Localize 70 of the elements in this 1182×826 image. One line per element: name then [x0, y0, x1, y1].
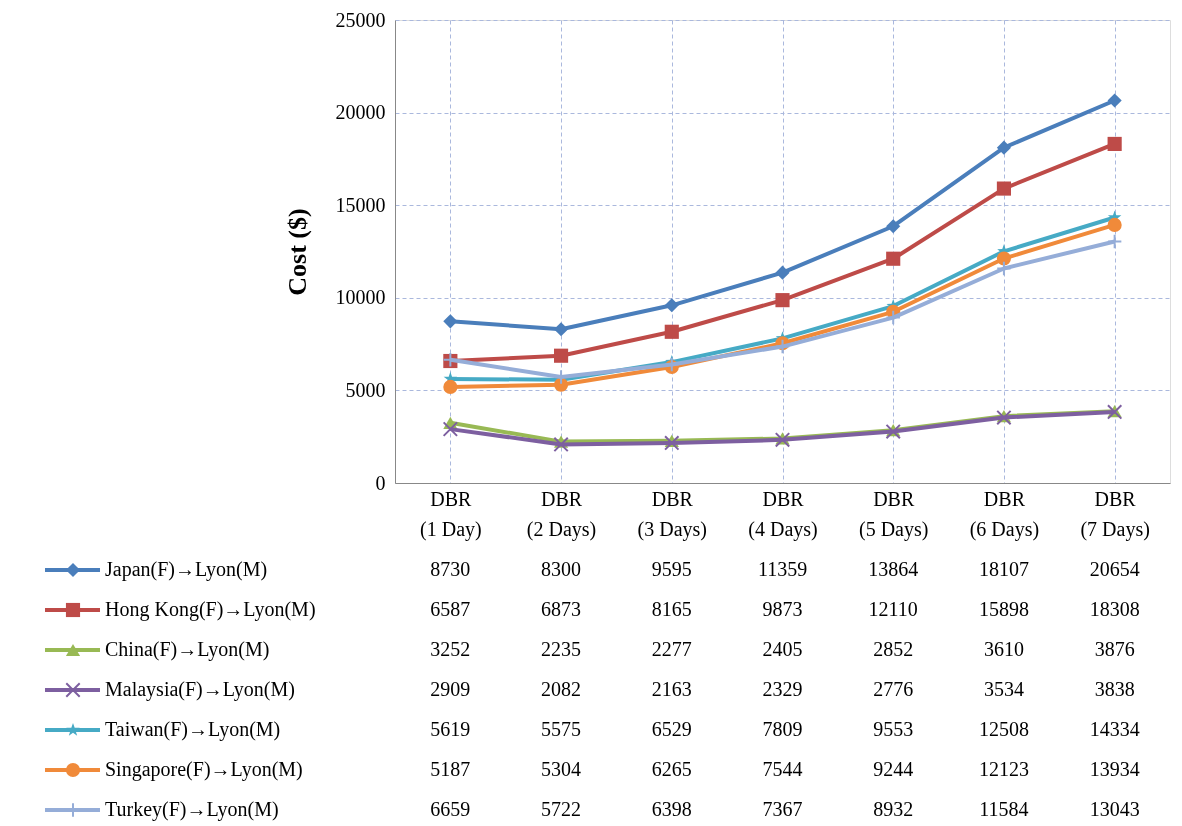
data-label: 5722	[541, 798, 582, 820]
data-label: 5575	[541, 718, 582, 740]
data-label: 5187	[430, 758, 471, 780]
data-label: 2909	[430, 678, 471, 700]
data-label: 11584	[979, 798, 1029, 820]
data-label: 3534	[983, 678, 1024, 700]
data-label: 18308	[1089, 598, 1140, 620]
data-label: 2329	[762, 678, 803, 700]
data-label: 7367	[762, 798, 803, 820]
data-label: 9595	[651, 558, 692, 580]
data-label: 12110	[868, 598, 918, 620]
x-tick-label: DBR (7 Days)	[1080, 487, 1150, 541]
data-label: 2277	[651, 638, 692, 660]
legend-label: Turkey(F)→Lyon(M)	[105, 798, 279, 821]
data-label: 9553	[873, 718, 914, 740]
data-label: 8165	[651, 598, 692, 620]
data-label: 9244	[873, 758, 914, 780]
data-label: 14334	[1089, 718, 1140, 740]
data-label: 13043	[1089, 798, 1140, 820]
x-tick-label: DBR (5 Days)	[859, 487, 929, 541]
data-label: 6265	[651, 758, 692, 780]
data-label: 8932	[873, 798, 914, 820]
x-tick-label: DBR (2 Days)	[526, 487, 597, 541]
y-tick-label: 5000	[345, 378, 386, 401]
data-label: 3838	[1094, 678, 1135, 700]
legend-label: Singapore(F)→Lyon(M)	[105, 758, 303, 781]
legend-label: Hong Kong(F)→Lyon(M)	[105, 598, 316, 621]
data-label: 15898	[978, 598, 1029, 620]
y-tick-label: 0	[375, 471, 386, 494]
data-label: 3252	[430, 638, 471, 660]
data-label: 7809	[762, 718, 803, 740]
data-label: 3610	[983, 638, 1024, 660]
data-label: 2082	[541, 678, 582, 700]
data-label: 8300	[541, 558, 582, 580]
y-tick-label: 15000	[335, 193, 386, 216]
data-label: 2235	[541, 638, 582, 660]
data-label: 2405	[762, 638, 803, 660]
data-label: 2852	[873, 638, 914, 660]
data-label: 5619	[430, 718, 471, 740]
data-label: 11359	[757, 558, 808, 580]
data-label: 6659	[430, 798, 471, 820]
y-tick-label: 25000	[335, 8, 386, 31]
x-tick-label: DBR (3 Days)	[637, 487, 707, 541]
y-tick-label: 10000	[335, 286, 386, 309]
y-axis-title: Cost ($)	[282, 208, 312, 296]
data-label: 6529	[651, 718, 692, 740]
data-label: 13864	[868, 558, 919, 580]
legend-label: Malaysia(F)→Lyon(M)	[105, 678, 295, 701]
data-label: 5304	[541, 758, 582, 780]
y-tick-label: 20000	[335, 101, 386, 124]
data-label: 2776	[873, 678, 914, 700]
x-tick-label: DBR (1 Day)	[420, 487, 482, 541]
data-label: 2163	[651, 678, 692, 700]
data-label: 18107	[978, 558, 1029, 580]
legend-label: Taiwan(F)→Lyon(M)	[105, 718, 281, 741]
data-label: 6873	[541, 598, 582, 620]
data-label: 8730	[430, 558, 471, 580]
data-label: 7544	[762, 758, 803, 780]
data-label: 6587	[430, 598, 471, 620]
legend-label: China(F)→Lyon(M)	[105, 638, 270, 661]
data-label: 6398	[651, 798, 692, 820]
x-tick-label: DBR (6 Days)	[969, 487, 1040, 541]
x-tick-label: DBR (4 Days)	[748, 487, 818, 541]
data-label: 13934	[1089, 758, 1140, 780]
legend-label: Japan(F)→Lyon(M)	[105, 558, 268, 581]
data-label: 12123	[978, 758, 1029, 780]
data-label: 20654	[1089, 558, 1140, 580]
data-label: 12508	[978, 718, 1029, 740]
data-label: 3876	[1094, 638, 1135, 660]
data-label: 9873	[762, 598, 803, 620]
